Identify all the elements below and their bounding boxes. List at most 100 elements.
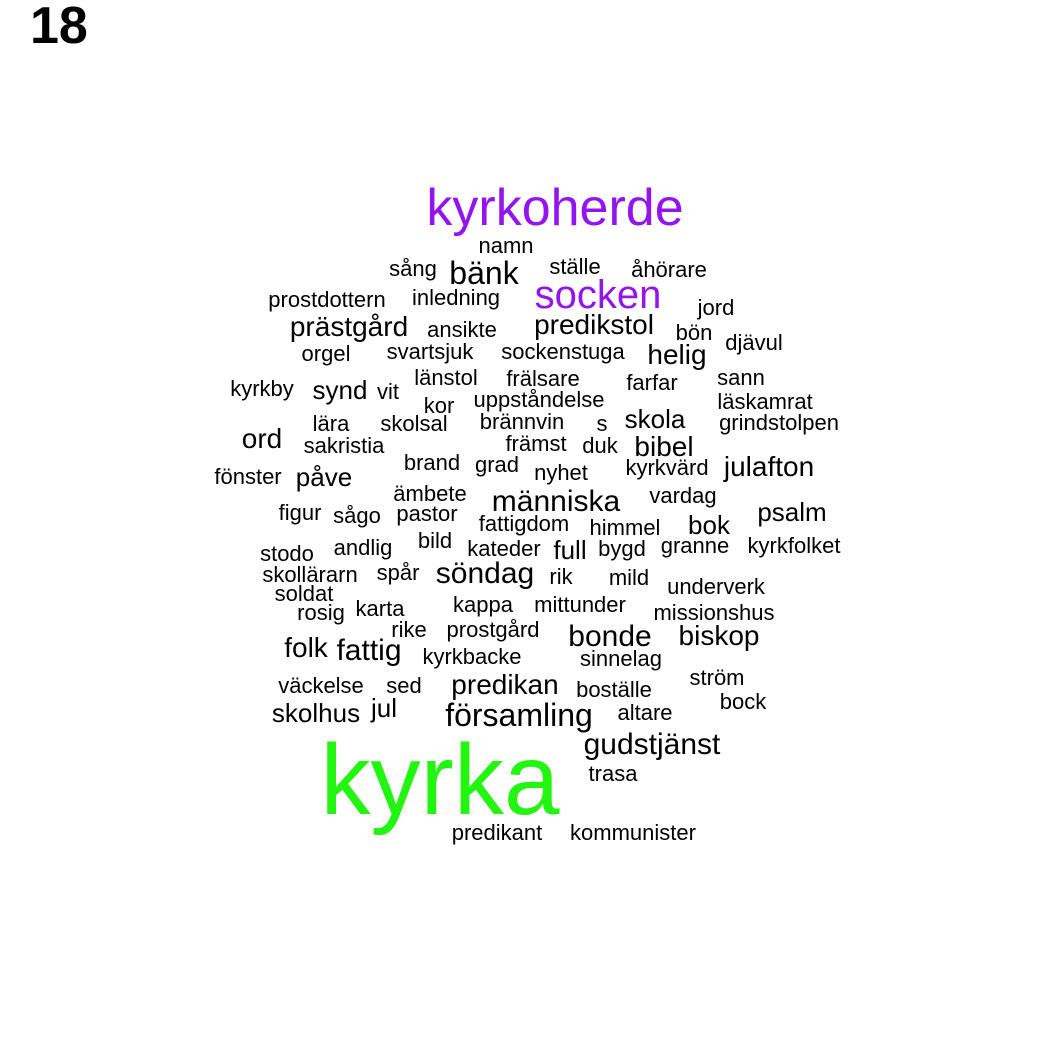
word-predikant: predikant — [451, 820, 543, 845]
word-bostalle: boställe — [576, 677, 652, 702]
word-vackelse: väckelse — [278, 673, 364, 698]
word-predikan: predikan — [451, 669, 559, 700]
word-jul: jul — [370, 693, 398, 723]
word-sockenstuga: sockenstuga — [501, 339, 625, 364]
word-namn: namn — [478, 233, 534, 258]
word-altare: altare — [617, 700, 673, 725]
word-orgel: orgel — [301, 341, 351, 366]
word-brannvin: brännvin — [479, 409, 565, 434]
word-helig: helig — [647, 339, 707, 370]
word-forsamling: församling — [445, 697, 593, 733]
word-folk: folk — [284, 632, 328, 663]
word-bok: bok — [688, 510, 730, 540]
word-strom: ström — [689, 665, 745, 690]
word-karta: karta — [355, 596, 405, 621]
word-rike: rike — [391, 617, 427, 642]
word-bild: bild — [417, 528, 453, 553]
word-skola: skola — [624, 404, 686, 434]
word-synd: synd — [312, 375, 368, 405]
word-bibel: bibel — [634, 431, 694, 462]
word-lara: lära — [312, 411, 350, 436]
word-kyrkfolket: kyrkfolket — [747, 533, 841, 558]
word-kyrkbacke: kyrkbacke — [422, 644, 522, 669]
word-rosig: rosig — [297, 600, 345, 625]
word-skolsal: skolsal — [380, 411, 448, 436]
word-kyrka: kyrka — [320, 724, 560, 836]
word-kateder: kateder — [467, 536, 541, 561]
word-nyhet: nyhet — [534, 460, 588, 485]
word-fattigdom: fattigdom — [478, 511, 570, 536]
word-granne: granne — [660, 533, 730, 558]
word-jord: jord — [697, 295, 735, 320]
word-lanstol: länstol — [414, 365, 478, 390]
word-prostgard: prostgård — [446, 617, 540, 642]
word-trasa: trasa — [588, 761, 638, 786]
word-stodo: stodo — [260, 541, 314, 566]
word-fralsare: frälsare — [506, 366, 580, 391]
word-gudstjanst: gudstjänst — [583, 728, 721, 761]
word-kommunister: kommunister — [570, 820, 696, 845]
word-missionshus: missionshus — [653, 600, 775, 625]
word-svartsjuk: svartsjuk — [386, 339, 474, 364]
word-sinnelag: sinnelag — [580, 646, 662, 671]
word-julafton: julafton — [723, 451, 815, 482]
word-sang: sång — [389, 256, 437, 281]
word-kyrkoherde: kyrkoherde — [426, 179, 684, 237]
word-s: s — [596, 411, 608, 436]
word-fattig: fattig — [336, 634, 402, 667]
word-biskop: biskop — [678, 620, 760, 651]
word-andlig: andlig — [333, 535, 393, 560]
word-sann: sann — [717, 365, 765, 390]
word-djavul: djävul — [725, 330, 783, 355]
word-kappa: kappa — [453, 592, 513, 617]
word-sago: sågo — [333, 503, 381, 528]
word-kyrkby: kyrkby — [230, 376, 294, 401]
word-pave: påve — [295, 462, 353, 492]
word-manniska: människa — [491, 485, 621, 518]
word-psalm: psalm — [757, 497, 827, 527]
word-soldat: soldat — [274, 581, 334, 606]
word-grindstolpen: grindstolpen — [719, 410, 839, 435]
word-himmel: himmel — [589, 515, 661, 540]
word-prostdottern: prostdottern — [268, 287, 386, 312]
word-duk: duk — [582, 433, 618, 458]
word-bank: bänk — [449, 255, 519, 291]
word-mittunder: mittunder — [534, 592, 626, 617]
word-laskamrat: läskamrat — [717, 389, 813, 414]
word-framst: främst — [505, 431, 567, 456]
word-bonde: bonde — [568, 620, 652, 653]
word-bygd: bygd — [598, 536, 646, 561]
word-inledning: inledning — [411, 285, 501, 310]
word-sakristia: sakristia — [303, 433, 385, 458]
word-socken: socken — [534, 273, 662, 317]
word-ansikte: ansikte — [427, 317, 497, 342]
word-farfar: farfar — [626, 370, 678, 395]
word-skollararn: skollärarn — [262, 562, 358, 587]
word-vardag: vardag — [649, 483, 717, 508]
word-underverk: underverk — [667, 574, 765, 599]
word-sondag: söndag — [435, 557, 535, 590]
word-skolhus: skolhus — [271, 698, 361, 728]
word-spar: spår — [376, 560, 420, 585]
word-pastor: pastor — [396, 501, 458, 526]
word-ambete: ämbete — [393, 481, 467, 506]
word-mild: mild — [608, 565, 650, 590]
word-kyrkvard: kyrkvärd — [625, 455, 709, 480]
word-kor: kor — [423, 393, 455, 418]
word-bock: bock — [719, 689, 767, 714]
word-brand: brand — [403, 450, 461, 475]
word-fonster: fönster — [214, 464, 282, 489]
word-figur: figur — [278, 500, 322, 525]
word-bon: bön — [675, 320, 713, 345]
word-stalle: ställe — [549, 254, 601, 279]
word-ord: ord — [241, 423, 283, 454]
word-uppstandelse: uppståndelse — [473, 387, 605, 412]
word-sed: sed — [386, 673, 422, 698]
word-full: full — [553, 535, 587, 565]
figure-number: 18 — [30, 0, 88, 55]
word-grad: grad — [474, 452, 520, 477]
word-predikstol: predikstol — [534, 309, 654, 340]
word-prastgard: prästgård — [289, 311, 409, 342]
word-vit: vit — [377, 379, 399, 404]
